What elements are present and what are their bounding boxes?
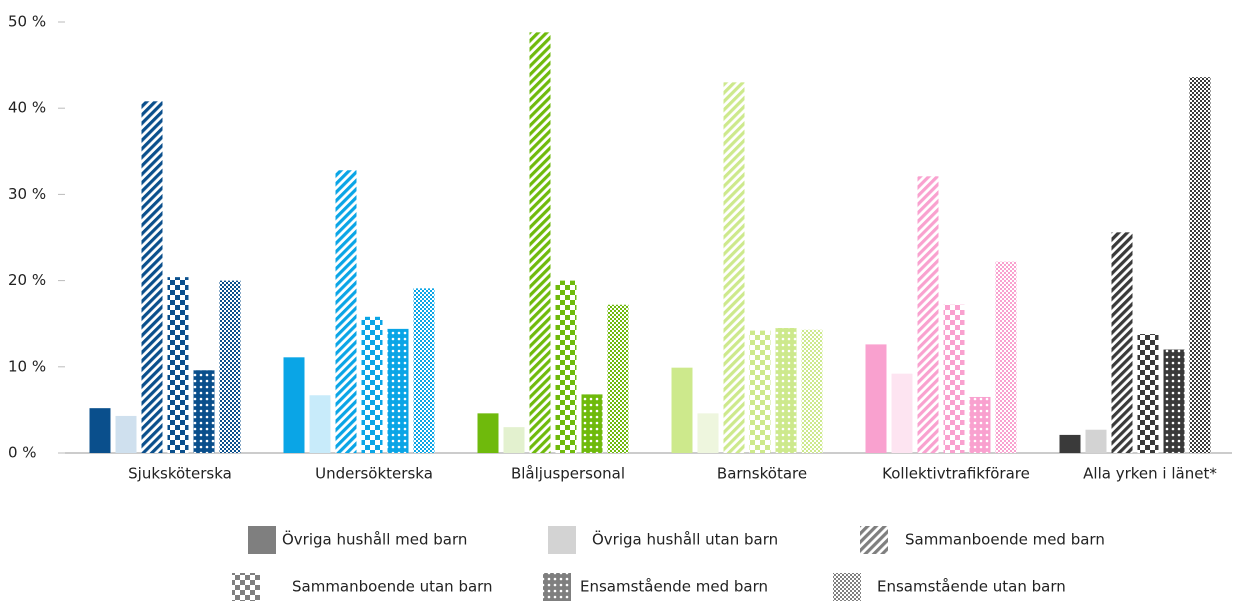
bar bbox=[749, 330, 771, 453]
bar bbox=[283, 357, 305, 453]
y-tick-label: 20 % bbox=[8, 271, 46, 289]
x-tick-label: Blåljuspersonal bbox=[511, 465, 625, 483]
legend-swatch bbox=[860, 526, 888, 554]
bar bbox=[995, 261, 1017, 453]
bar bbox=[697, 413, 719, 453]
bar bbox=[361, 316, 383, 453]
bar bbox=[335, 170, 357, 453]
bar bbox=[917, 176, 939, 453]
bar bbox=[801, 329, 823, 453]
bar bbox=[89, 408, 111, 453]
x-tick-label: Barnskötare bbox=[717, 465, 807, 483]
bar bbox=[477, 413, 499, 453]
y-tick-label: 50 % bbox=[8, 13, 46, 31]
legend-label: Sammanboende utan barn bbox=[292, 578, 493, 596]
bar bbox=[775, 328, 797, 453]
bar bbox=[1085, 429, 1107, 453]
y-tick-label: 10 % bbox=[8, 357, 46, 375]
x-tick-label: Undersökterska bbox=[315, 465, 433, 483]
bar bbox=[723, 82, 745, 453]
bar bbox=[141, 101, 163, 453]
legend-swatch bbox=[232, 573, 260, 601]
x-tick-label: Kollektivtrafikförare bbox=[882, 465, 1030, 483]
bar bbox=[1059, 434, 1081, 453]
bar bbox=[1189, 77, 1211, 453]
legend-swatch bbox=[548, 526, 576, 554]
bar bbox=[387, 328, 409, 453]
legend-label: Övriga hushåll med barn bbox=[282, 530, 467, 549]
bar bbox=[943, 304, 965, 453]
legend-label: Övriga hushåll utan barn bbox=[592, 530, 778, 549]
y-tick-label: 30 % bbox=[8, 185, 46, 203]
bar bbox=[1137, 334, 1159, 453]
legend-swatch bbox=[833, 573, 861, 601]
bar bbox=[219, 280, 241, 453]
bar bbox=[115, 415, 137, 453]
y-tick-label: 0 % bbox=[8, 444, 37, 462]
x-tick-label: Alla yrken i länet* bbox=[1083, 465, 1217, 483]
bar bbox=[555, 280, 577, 453]
legend-label: Ensamstående med barn bbox=[580, 578, 768, 596]
bar bbox=[193, 370, 215, 453]
bar bbox=[529, 32, 551, 454]
legend-swatch bbox=[543, 573, 571, 601]
bar bbox=[309, 395, 331, 453]
bar bbox=[671, 367, 693, 453]
legend-label: Ensamstående utan barn bbox=[877, 578, 1066, 596]
y-tick-label: 40 % bbox=[8, 99, 46, 117]
bar bbox=[167, 277, 189, 453]
bar bbox=[413, 288, 435, 453]
bar bbox=[969, 396, 991, 453]
legend-swatch bbox=[248, 526, 276, 554]
legend-label: Sammanboende med barn bbox=[905, 531, 1105, 549]
bar bbox=[1163, 349, 1185, 453]
bar bbox=[865, 344, 887, 453]
bar bbox=[1111, 232, 1133, 453]
bar bbox=[891, 373, 913, 453]
bar bbox=[607, 304, 629, 453]
x-tick-label: Sjuksköterska bbox=[128, 465, 232, 483]
bar bbox=[581, 394, 603, 453]
bar bbox=[503, 427, 525, 453]
